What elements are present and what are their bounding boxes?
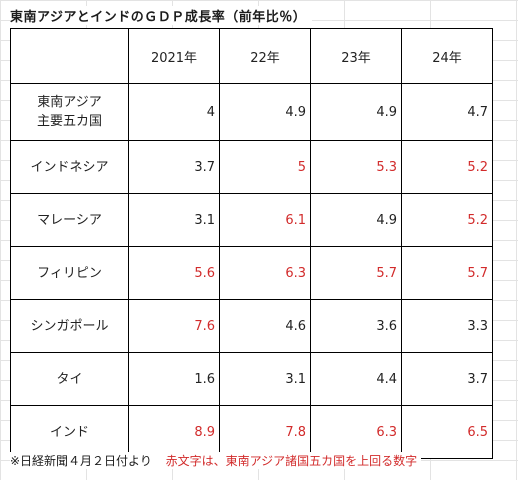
- table-row: インドネシア 3.7 5 5.3 5.2: [10, 140, 493, 194]
- value-cell-highlight[interactable]: 5.7: [310, 246, 402, 300]
- value-cell-highlight[interactable]: 8.9: [128, 405, 220, 459]
- value-cell-highlight[interactable]: 5.3: [310, 140, 402, 194]
- header-cell-2021[interactable]: 2021年: [128, 28, 220, 84]
- row-name-malaysia[interactable]: マレーシア: [10, 193, 129, 247]
- table-row: フィリピン 5.6 6.3 5.7 5.7: [10, 246, 493, 300]
- value-cell[interactable]: 3.3: [401, 299, 493, 353]
- value-cell[interactable]: 3.1: [219, 352, 311, 406]
- value-cell[interactable]: 4.7: [401, 83, 493, 141]
- row-name-thailand[interactable]: タイ: [10, 352, 129, 406]
- row-name-india[interactable]: インド: [10, 405, 129, 459]
- table-row: タイ 1.6 3.1 4.4 3.7: [10, 352, 493, 406]
- footer-note: ※日経新聞４月２日付より 赤文字は、東南アジア諸国五カ国を上回る数字: [10, 452, 422, 469]
- value-cell-highlight[interactable]: 5.2: [401, 193, 493, 247]
- table-row: シンガポール 7.6 4.6 3.6 3.3: [10, 299, 493, 353]
- value-cell-highlight[interactable]: 5: [219, 140, 311, 194]
- row-name-singapore[interactable]: シンガポール: [10, 299, 129, 353]
- value-cell-highlight[interactable]: 7.6: [128, 299, 220, 353]
- red-text-legend: 赤文字は、東南アジア諸国五カ国を上回る数字: [165, 454, 418, 468]
- value-cell[interactable]: 4.6: [219, 299, 311, 353]
- value-cell-highlight[interactable]: 6.5: [401, 405, 493, 459]
- row-name-line: 東南アジア: [37, 95, 102, 110]
- header-cell-2024[interactable]: 24年: [401, 28, 493, 84]
- value-cell[interactable]: 3.7: [128, 140, 220, 194]
- value-cell-highlight[interactable]: 5.2: [401, 140, 493, 194]
- header-cell-2022[interactable]: 22年: [219, 28, 311, 84]
- row-name-line: 主要五カ国: [36, 114, 102, 129]
- value-cell[interactable]: 1.6: [128, 352, 220, 406]
- value-cell-highlight[interactable]: 5.7: [401, 246, 493, 300]
- row-name-philippines[interactable]: フィリピン: [10, 246, 129, 300]
- value-cell[interactable]: 4.9: [219, 83, 311, 141]
- value-cell[interactable]: 4.4: [310, 352, 402, 406]
- value-cell[interactable]: 4.9: [310, 193, 402, 247]
- table-title: 東南アジアとインドのＧＤＰ成長率（前年比％）: [10, 6, 313, 25]
- row-name-asean5[interactable]: 東南アジア 主要五カ国: [10, 83, 129, 141]
- value-cell[interactable]: 4: [128, 83, 220, 141]
- value-cell[interactable]: 4.9: [310, 83, 402, 141]
- value-cell-highlight[interactable]: 6.3: [219, 246, 311, 300]
- value-cell[interactable]: 3.1: [128, 193, 220, 247]
- value-cell-highlight[interactable]: 7.8: [219, 405, 311, 459]
- table-row: インド 8.9 7.8 6.3 6.5: [10, 405, 493, 459]
- gdp-growth-table: 2021年 22年 23年 24年 東南アジア 主要五カ国 4 4.9 4.9 …: [10, 28, 493, 459]
- value-cell-highlight[interactable]: 6.1: [219, 193, 311, 247]
- row-name-indonesia[interactable]: インドネシア: [10, 140, 129, 194]
- value-cell-highlight[interactable]: 5.6: [128, 246, 220, 300]
- header-cell-empty[interactable]: [10, 28, 129, 84]
- value-cell-highlight[interactable]: 6.3: [310, 405, 402, 459]
- source-note: ※日経新聞４月２日付より: [10, 454, 152, 468]
- value-cell[interactable]: 3.6: [310, 299, 402, 353]
- table-row: 東南アジア 主要五カ国 4 4.9 4.9 4.7: [10, 83, 493, 141]
- header-cell-2023[interactable]: 23年: [310, 28, 402, 84]
- header-row: 2021年 22年 23年 24年: [10, 28, 493, 84]
- value-cell[interactable]: 3.7: [401, 352, 493, 406]
- table-row: マレーシア 3.1 6.1 4.9 5.2: [10, 193, 493, 247]
